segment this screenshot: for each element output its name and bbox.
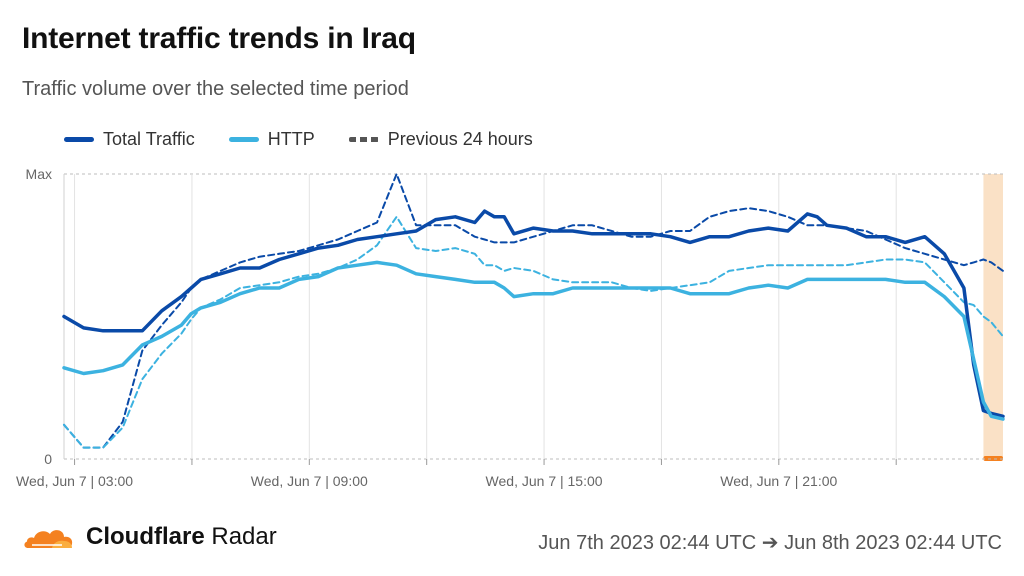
chart-title: Internet traffic trends in Iraq	[22, 22, 416, 55]
legend-swatch-http	[228, 137, 259, 142]
chart-legend: Total Traffic HTTP Previous 24 hours	[64, 129, 567, 150]
brand-name-bold: Cloudflare	[86, 523, 205, 550]
series-line-previous-24-hours	[63, 173, 1004, 449]
x-tick-label: Wed, Jun 7 | 21:00	[720, 473, 837, 489]
brand-name-light: Radar	[211, 523, 277, 550]
x-tick-label: Wed, Jun 7 | 03:00	[16, 473, 133, 489]
highlight-marker	[983, 456, 1003, 461]
legend-label-total-traffic: Total Traffic	[103, 129, 195, 149]
cloudflare-radar-brand: Cloudflare Radar	[22, 522, 277, 552]
legend-item-previous-24-hours[interactable]: Previous 24 hours	[348, 129, 533, 150]
y-tick-label-max: Max	[26, 166, 52, 182]
traffic-chart: Max 0 Wed, Jun 7 | 03:00 Wed, Jun 7 | 09:00…	[16, 166, 1005, 489]
x-tick-label: Wed, Jun 7 | 15:00	[486, 473, 603, 489]
cloudflare-logo-icon	[24, 530, 73, 548]
date-range: Jun 7th 2023 02:44 UTC ➔ Jun 8th 2023 02…	[538, 532, 1002, 554]
legend-swatch-previous-24-hours	[348, 137, 379, 142]
legend-label-http: HTTP	[267, 129, 315, 149]
legend-label-previous-24-hours: Previous 24 hours	[387, 129, 533, 149]
brand-name: Cloudflare Radar	[86, 523, 277, 551]
legend-item-total-traffic[interactable]: Total Traffic	[64, 129, 195, 150]
legend-swatch-total-traffic	[64, 137, 94, 142]
series-line-previous-24-hours-http	[63, 215, 1004, 449]
y-tick-label-zero: 0	[44, 451, 52, 467]
highlight-band	[983, 174, 1003, 459]
x-tick-label: Wed, Jun 7 | 09:00	[251, 473, 368, 489]
chart-subtitle: Traffic volume over the selected time pe…	[22, 78, 409, 100]
series-line-http	[62, 260, 1005, 421]
legend-item-http[interactable]: HTTP	[228, 129, 315, 150]
series-line-total-traffic	[62, 209, 1005, 419]
